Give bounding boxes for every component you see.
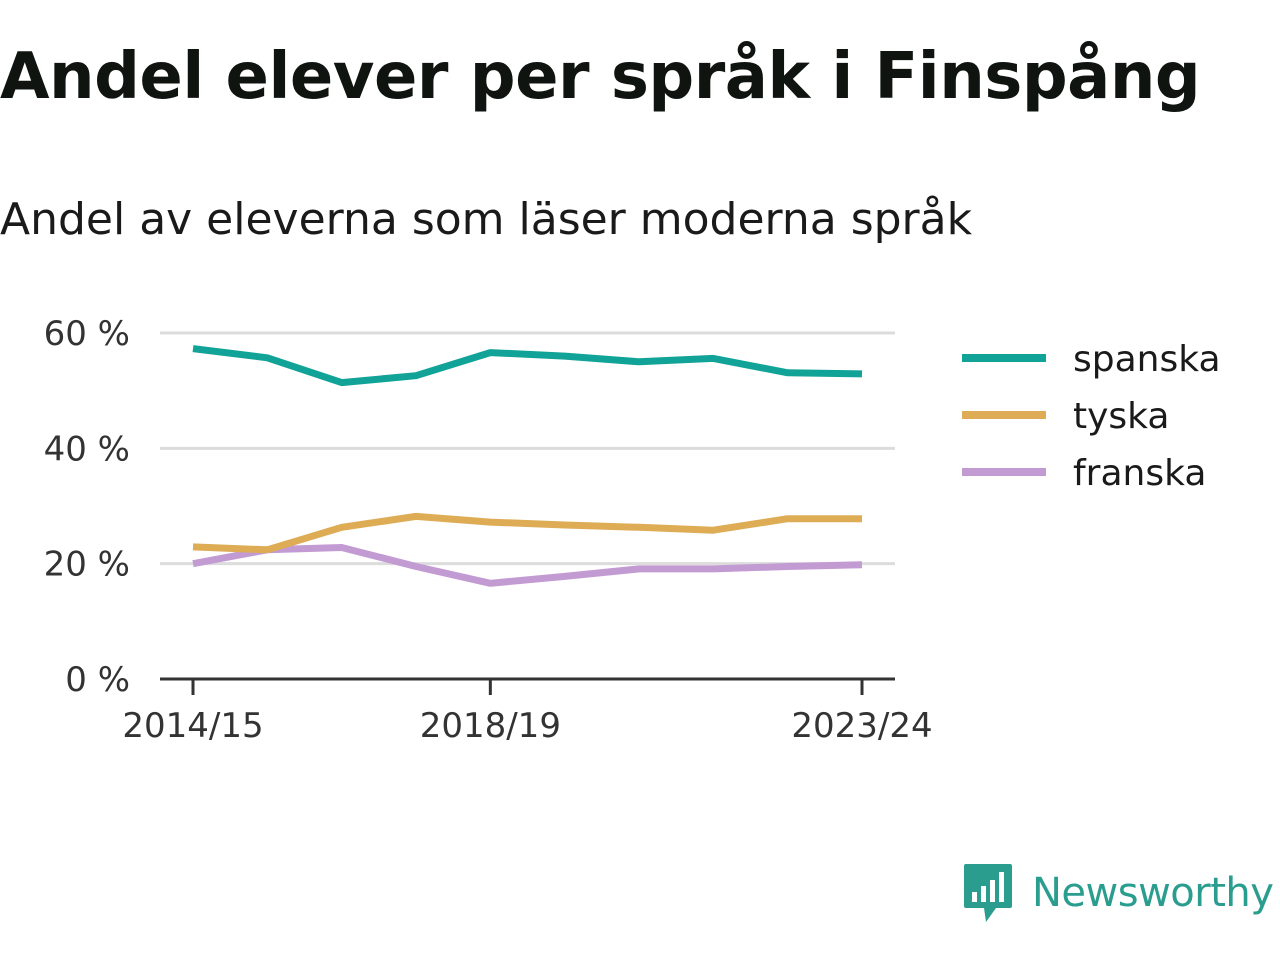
series-lines [192,345,863,587]
legend-label-tyska: tyska [1073,396,1169,437]
legend: spanska tyska franska [962,339,1221,494]
chart-subtitle: Andel av eleverna som läser moderna språ… [0,194,973,245]
series-line-tyska [192,512,862,554]
series-line-franska [192,544,863,587]
chart-title: Andel elever per språk i Finspång [0,40,1201,114]
series-line-spanska [192,345,863,387]
brand-logo: Newsworthy [962,862,1274,924]
grid-lines [160,331,895,566]
x-tick-label: 2023/24 [791,706,932,746]
x-tick-label: 2018/19 [420,706,561,746]
y-tick-label: 60 % [44,314,130,354]
legend-label-franska: franska [1073,453,1206,494]
axes: 0 % 20 % 40 % 60 % 2014/15 2018/19 2023/24 [44,314,933,746]
bar-chart-speech-bubble-icon [964,864,1012,922]
x-tick-label: 2014/15 [122,706,263,746]
y-tick-label: 0 % [65,660,130,700]
y-tick-label: 20 % [44,545,130,585]
legend-label-spanska: spanska [1073,339,1221,380]
y-tick-label: 40 % [44,429,130,469]
brand-name: Newsworthy [1032,870,1274,916]
